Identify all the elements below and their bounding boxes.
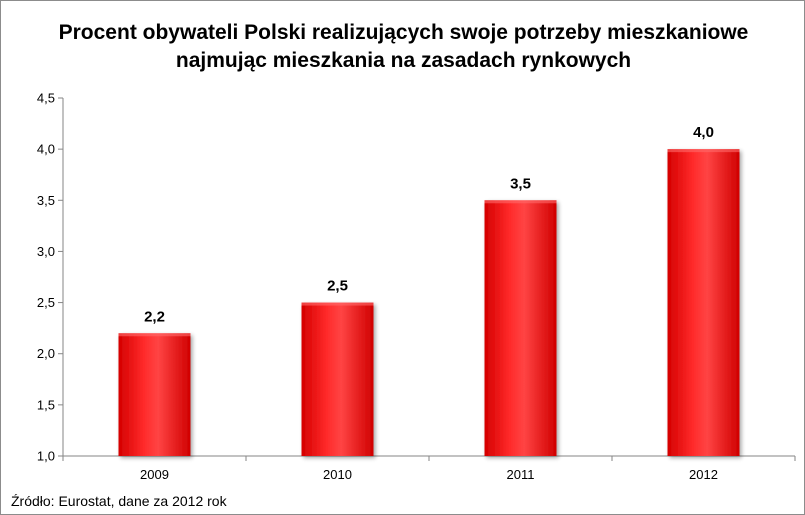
bar-2011 <box>484 200 557 456</box>
y-tick-label: 1,5 <box>37 397 55 412</box>
x-tick-label-2010: 2010 <box>323 467 352 482</box>
data-labels: 2,2 2009 2,5 2010 3,5 2011 4,0 2012 <box>140 124 718 482</box>
x-tick-label-2012: 2012 <box>689 467 718 482</box>
bar-top-highlight <box>484 200 557 204</box>
y-tick-label: 4,5 <box>37 91 55 106</box>
chart-title-line-1: Procent obywateli Polski realizujących s… <box>58 21 749 44</box>
y-tick-label: 1,0 <box>37 449 55 464</box>
y-tick-label: 3,0 <box>37 244 55 259</box>
bar-2009 <box>118 333 191 456</box>
y-tick-label: 4,0 <box>37 142 55 157</box>
bars <box>118 149 740 456</box>
data-label-2009: 2,2 <box>144 308 165 325</box>
y-tick-label: 2,0 <box>37 346 55 361</box>
source-note: Źródło: Eurostat, dane za 2012 rok <box>11 493 227 509</box>
bar-top-highlight <box>301 302 374 306</box>
bar-2010 <box>301 302 374 456</box>
data-label-2010: 2,5 <box>327 278 348 295</box>
x-tick-label-2011: 2011 <box>507 467 535 482</box>
chart-title-line-2: najmując mieszkania na zasadach rynkowyc… <box>175 49 632 72</box>
y-tick-label: 3,5 <box>37 193 55 208</box>
data-label-2012: 4,0 <box>693 124 714 141</box>
y-tick-label: 2,5 <box>37 295 55 310</box>
x-tick-label-2009: 2009 <box>140 467 169 482</box>
chart-title: Procent obywateli Polski realizujących s… <box>1 19 805 75</box>
bar-top-highlight <box>667 149 740 153</box>
bar-top-highlight <box>118 333 191 337</box>
bar-2012 <box>667 149 740 456</box>
data-label-2011: 3,5 <box>510 175 531 192</box>
